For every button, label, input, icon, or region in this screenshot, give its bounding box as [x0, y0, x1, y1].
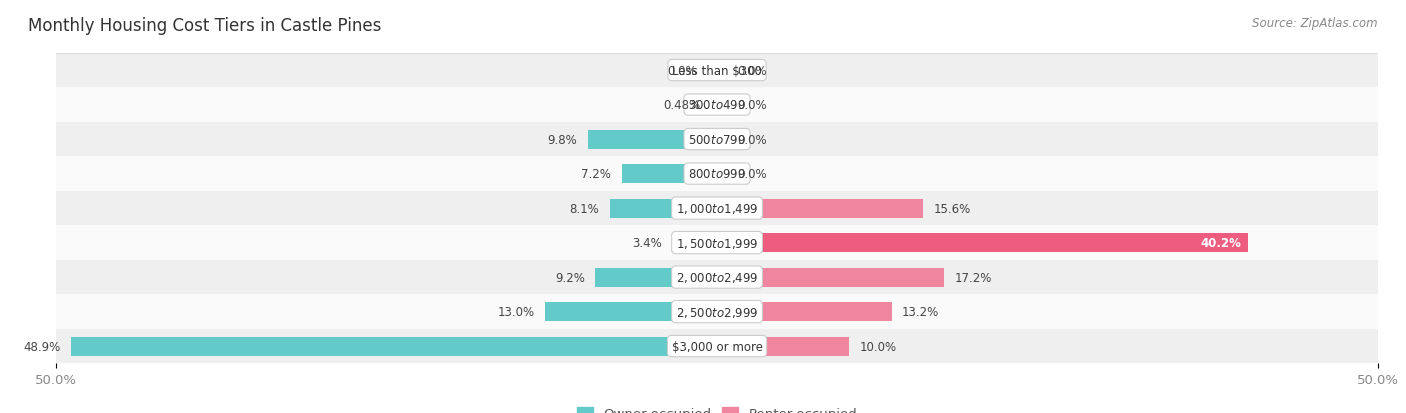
- Bar: [717, 233, 1249, 252]
- Text: $800 to $999: $800 to $999: [688, 168, 747, 180]
- Bar: [56, 54, 1378, 88]
- Bar: [56, 329, 1378, 363]
- Text: 9.2%: 9.2%: [555, 271, 585, 284]
- Text: $300 to $499: $300 to $499: [688, 99, 747, 112]
- Text: 3.4%: 3.4%: [631, 237, 662, 249]
- Text: $500 to $799: $500 to $799: [688, 133, 747, 146]
- Text: 15.6%: 15.6%: [934, 202, 972, 215]
- Bar: [596, 268, 717, 287]
- Text: 7.2%: 7.2%: [582, 168, 612, 180]
- Bar: [56, 123, 1378, 157]
- Bar: [588, 130, 717, 149]
- Bar: [710, 96, 717, 115]
- Text: 0.0%: 0.0%: [737, 99, 766, 112]
- Text: $1,500 to $1,999: $1,500 to $1,999: [676, 236, 758, 250]
- Text: 17.2%: 17.2%: [955, 271, 993, 284]
- Bar: [717, 199, 924, 218]
- Bar: [717, 302, 891, 321]
- Text: 10.0%: 10.0%: [860, 340, 897, 353]
- Bar: [56, 294, 1378, 329]
- Text: Less than $300: Less than $300: [672, 64, 762, 77]
- Bar: [56, 226, 1378, 260]
- Text: 0.0%: 0.0%: [737, 64, 766, 77]
- Text: $2,000 to $2,499: $2,000 to $2,499: [676, 271, 758, 285]
- Text: 0.0%: 0.0%: [668, 64, 697, 77]
- Text: $3,000 or more: $3,000 or more: [672, 340, 762, 353]
- Text: 8.1%: 8.1%: [569, 202, 599, 215]
- Text: 0.48%: 0.48%: [664, 99, 700, 112]
- Legend: Owner-occupied, Renter-occupied: Owner-occupied, Renter-occupied: [572, 401, 862, 413]
- Bar: [610, 199, 717, 218]
- Text: 0.0%: 0.0%: [737, 168, 766, 180]
- Bar: [70, 337, 717, 356]
- Text: Source: ZipAtlas.com: Source: ZipAtlas.com: [1253, 17, 1378, 29]
- Text: $1,000 to $1,499: $1,000 to $1,499: [676, 202, 758, 216]
- Bar: [56, 191, 1378, 226]
- Text: 13.2%: 13.2%: [903, 305, 939, 318]
- Bar: [56, 157, 1378, 191]
- Bar: [56, 88, 1378, 123]
- Bar: [717, 337, 849, 356]
- Text: 40.2%: 40.2%: [1201, 237, 1241, 249]
- Text: $2,500 to $2,999: $2,500 to $2,999: [676, 305, 758, 319]
- Bar: [56, 260, 1378, 294]
- Bar: [546, 302, 717, 321]
- Text: 48.9%: 48.9%: [22, 340, 60, 353]
- Bar: [672, 233, 717, 252]
- Text: 13.0%: 13.0%: [498, 305, 534, 318]
- Text: 0.0%: 0.0%: [737, 133, 766, 146]
- Bar: [717, 268, 945, 287]
- Bar: [621, 165, 717, 184]
- Text: 9.8%: 9.8%: [547, 133, 576, 146]
- Text: Monthly Housing Cost Tiers in Castle Pines: Monthly Housing Cost Tiers in Castle Pin…: [28, 17, 381, 34]
